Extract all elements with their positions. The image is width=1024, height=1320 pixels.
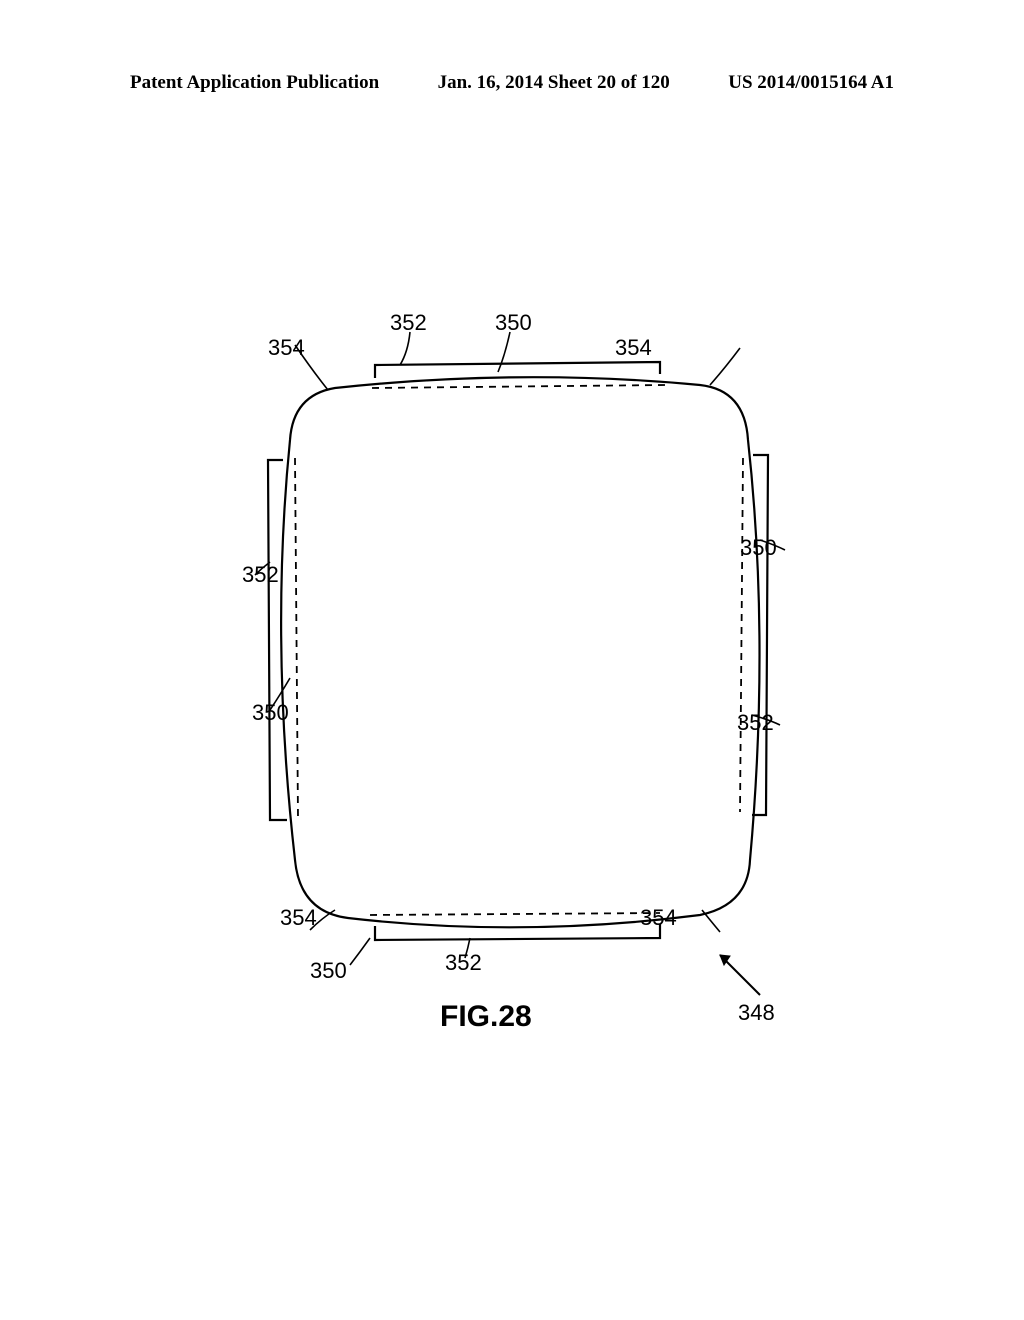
- figure-28: [240, 340, 800, 1030]
- header-left: Patent Application Publication: [130, 72, 379, 94]
- figure-caption: FIG.28: [440, 1000, 532, 1034]
- label-352-r: 352: [737, 710, 774, 736]
- lead-354-br: [702, 910, 720, 932]
- lead-354-tr: [710, 348, 740, 385]
- lead-350-b: [350, 938, 370, 965]
- label-354-tl: 354: [268, 335, 305, 361]
- lead-352-top: [400, 332, 410, 365]
- label-348: 348: [738, 1000, 775, 1026]
- header-right: US 2014/0015164 A1: [728, 72, 894, 94]
- tab-top: [375, 362, 660, 378]
- label-350-top: 350: [495, 310, 532, 336]
- lead-350-top: [498, 332, 510, 372]
- label-354-br: 354: [640, 905, 677, 931]
- label-354-bl: 354: [280, 905, 317, 931]
- body-outline: [281, 377, 759, 927]
- label-352-top: 352: [390, 310, 427, 336]
- label-350-r: 350: [740, 535, 777, 561]
- header-center: Jan. 16, 2014 Sheet 20 of 120: [438, 72, 670, 94]
- label-350-b: 350: [310, 958, 347, 984]
- label-352-b: 352: [445, 950, 482, 976]
- page: Patent Application Publication Jan. 16, …: [0, 0, 1024, 1320]
- seam-left: [295, 458, 298, 818]
- label-350-l: 350: [252, 700, 289, 726]
- seam-top: [372, 385, 665, 388]
- seam-right: [740, 458, 743, 812]
- label-354-tr: 354: [615, 335, 652, 361]
- seam-bottom: [370, 913, 660, 915]
- page-header: Patent Application Publication Jan. 16, …: [0, 72, 1024, 94]
- label-352-l: 352: [242, 562, 279, 588]
- figure-svg: [240, 340, 800, 1030]
